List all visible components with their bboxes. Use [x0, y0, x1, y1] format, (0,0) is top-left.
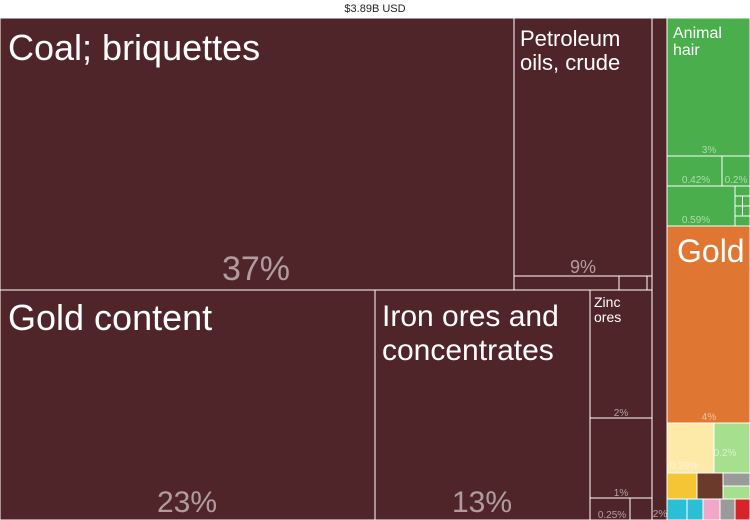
tile-animal-hair: [666, 17, 750, 157]
tile-animal-sliver: [742, 205, 750, 217]
pct-misc-02: 0.2%: [714, 448, 737, 459]
tile-misc-gray: [722, 472, 750, 487]
label-iron-ores: Iron ores and concentrates: [382, 300, 559, 367]
pct-gold: 4%: [702, 412, 717, 423]
pct-animal-hair: 3%: [702, 145, 717, 156]
label-petroleum-oils-crude: Petroleum oils, crude: [520, 26, 620, 75]
tile-animal-sliver: [742, 195, 750, 207]
pct-mineral-2: 2%: [653, 509, 668, 520]
label-gold-content: Gold content: [8, 297, 212, 338]
tile-misc-red: [734, 498, 750, 520]
tile-misc-pink: [702, 498, 721, 520]
pct-animal-02: 0.2%: [725, 175, 748, 186]
pct-coal-briquettes: 37%: [222, 250, 290, 288]
pct-zinc-ores: 2%: [614, 408, 629, 419]
tile-iron-ores: [374, 289, 591, 520]
tile-coal-briquettes: [0, 17, 515, 291]
tile-mineral-1pct: [589, 417, 653, 499]
pct-animal-059: 0.59%: [682, 215, 710, 226]
tile-mineral-sliver: [629, 497, 653, 520]
pct-mineral-1: 1%: [614, 488, 629, 499]
tile-animal-02: [721, 155, 750, 187]
tile-misc-yellow: [666, 472, 698, 500]
tile-misc-cyan-2: [686, 498, 704, 520]
tile-animal-sliver: [734, 205, 743, 217]
pct-animal-042: 0.42%: [682, 175, 710, 186]
label-animal-hair: Animal hair: [673, 25, 722, 59]
tile-vegetable-039: [666, 422, 715, 474]
label-coal-briquettes: Coal; briquettes: [8, 27, 260, 68]
tile-mineral-2pct-strip: [651, 17, 668, 520]
tile-misc-green: [722, 485, 750, 500]
chart-title: $3.89B USD: [344, 3, 406, 15]
tile-petroleum-oils-crude: [513, 17, 653, 277]
tile-animal-sliver: [734, 195, 743, 207]
tile-mineral-sliver: [646, 275, 653, 291]
tile-misc-gray-2: [719, 498, 736, 520]
pct-iron-ores: 13%: [452, 486, 512, 519]
tile-animal-042: [666, 155, 723, 187]
pct-gold-content: 23%: [157, 486, 217, 519]
tile-mineral-sliver: [618, 275, 648, 291]
tile-misc-02: [713, 422, 750, 474]
tile-misc-cyan: [666, 498, 688, 520]
tile-animal-059: [666, 185, 736, 227]
tile-misc-brown: [696, 472, 724, 500]
tile-gold: [666, 225, 750, 424]
label-gold: Gold: [677, 233, 745, 269]
label-zinc-ores: Zinc ores: [594, 294, 621, 325]
pct-petroleum-oils-crude: 9%: [570, 257, 596, 277]
pct-mineral-025: 0.25%: [598, 510, 626, 520]
pct-vegetable-039: 0.39%: [670, 461, 698, 472]
tile-mineral-sliver: [513, 275, 620, 291]
tile-gold-content: [0, 289, 376, 520]
